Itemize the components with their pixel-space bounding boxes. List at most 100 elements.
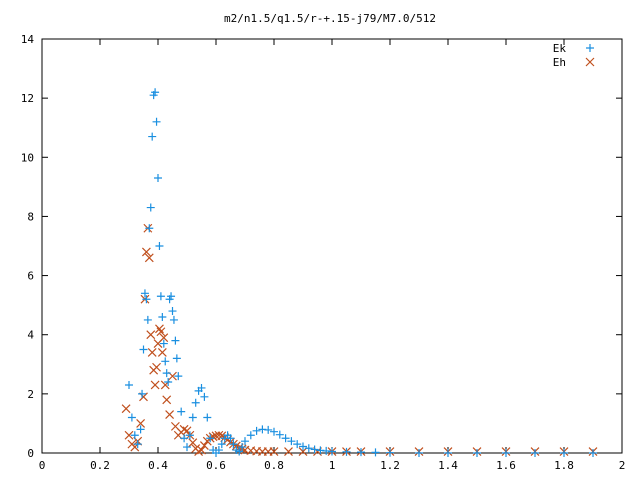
ek-point (164, 378, 173, 387)
eh-point (162, 395, 172, 405)
y-tick-label: 2 (27, 388, 34, 401)
ek-point (138, 389, 147, 398)
ek-point (560, 449, 568, 457)
eh-point (121, 404, 131, 414)
ek-point (188, 413, 197, 422)
eh-point (284, 447, 293, 456)
x-tick-label: 1.8 (554, 459, 574, 472)
ek-point (167, 292, 176, 301)
ek-point (386, 448, 394, 457)
ek-point (252, 426, 261, 435)
ek-point (140, 289, 149, 298)
ek-point (200, 392, 209, 401)
ek-point (161, 357, 170, 366)
y-tick-label: 4 (27, 329, 34, 342)
ek-point (162, 369, 171, 378)
ek-point (275, 430, 284, 439)
ek-point (185, 431, 194, 440)
ek-point (270, 427, 278, 436)
ek-point (287, 437, 296, 446)
x-tick-label: 1 (329, 459, 336, 472)
ek-point (217, 440, 226, 449)
eh-point (199, 441, 209, 451)
eh-point (136, 419, 146, 428)
ek-point (473, 449, 481, 457)
eh-point (152, 362, 161, 372)
ek-point (172, 354, 181, 363)
y-tick-label: 6 (27, 270, 34, 283)
ek-point (154, 173, 162, 182)
ek-point (531, 449, 539, 457)
ek-point (174, 372, 183, 381)
y-tick-label: 0 (27, 447, 34, 460)
ek-point (206, 434, 215, 443)
eh-point (197, 445, 206, 455)
eh-point (159, 333, 169, 343)
x-tick-label: 0.4 (148, 459, 168, 472)
ek-point (281, 434, 290, 443)
ek-point (241, 437, 249, 446)
legend-label-eh: Eh (553, 56, 566, 69)
ek-point (155, 242, 164, 250)
ek-point (177, 407, 186, 416)
chart-title: m2/n1.5/q1.5/r-+.15-j79/M7.0/512 (224, 12, 436, 25)
data-marks (121, 88, 598, 457)
eh-point (188, 438, 198, 448)
ek-point (444, 449, 452, 457)
ek-point (146, 203, 155, 212)
ek-point (203, 413, 212, 422)
ek-point (310, 445, 319, 454)
legend-label-ek: Ek (553, 42, 567, 55)
ek-point (502, 449, 510, 457)
eh-point (156, 327, 166, 337)
ek-point (158, 312, 167, 321)
x-tick-label: 1.4 (438, 459, 458, 472)
ek-point (235, 447, 244, 456)
x-tick-label: 0.8 (264, 459, 284, 472)
eh-point (157, 348, 167, 357)
plot-frame (41, 38, 623, 454)
eh-point (155, 324, 164, 334)
ek-point (415, 449, 423, 457)
ek-point (159, 339, 168, 348)
x-tick-label: 0 (39, 459, 46, 472)
eh-point (150, 380, 160, 390)
ek-point (191, 398, 200, 407)
ek-point (197, 383, 206, 392)
series-ek (125, 88, 597, 457)
ek-point (371, 448, 380, 457)
ek-point (299, 442, 307, 451)
ek-point (152, 117, 161, 126)
ek-point (171, 336, 180, 345)
ek-point (136, 425, 145, 434)
ek-point (589, 449, 597, 457)
eh-point (124, 430, 134, 440)
ek-point (168, 307, 177, 316)
eh-point (165, 410, 175, 419)
ek-point (357, 448, 365, 457)
eh-point (147, 348, 157, 357)
ek-point (214, 446, 223, 455)
ek-point (293, 440, 302, 449)
ek-point (130, 431, 139, 440)
ek-point (229, 440, 238, 449)
eh-point (144, 253, 154, 263)
x-tick-label: 2 (619, 459, 626, 472)
y-tick-label: 10 (21, 151, 34, 164)
ek-point (148, 132, 157, 141)
ek-point (151, 88, 160, 97)
x-tick-label: 1.2 (380, 459, 400, 472)
eh-point (269, 447, 279, 456)
ek-point (264, 425, 273, 434)
y-tick-label: 8 (27, 210, 34, 223)
ek-point (304, 444, 313, 453)
ek-point (125, 380, 133, 389)
x-tick-label: 1.6 (496, 459, 516, 472)
y-tick-label: 12 (21, 92, 34, 105)
eh-point (141, 247, 151, 257)
eh-point (146, 330, 156, 340)
ek-point (145, 224, 154, 233)
ek-point (133, 440, 142, 449)
